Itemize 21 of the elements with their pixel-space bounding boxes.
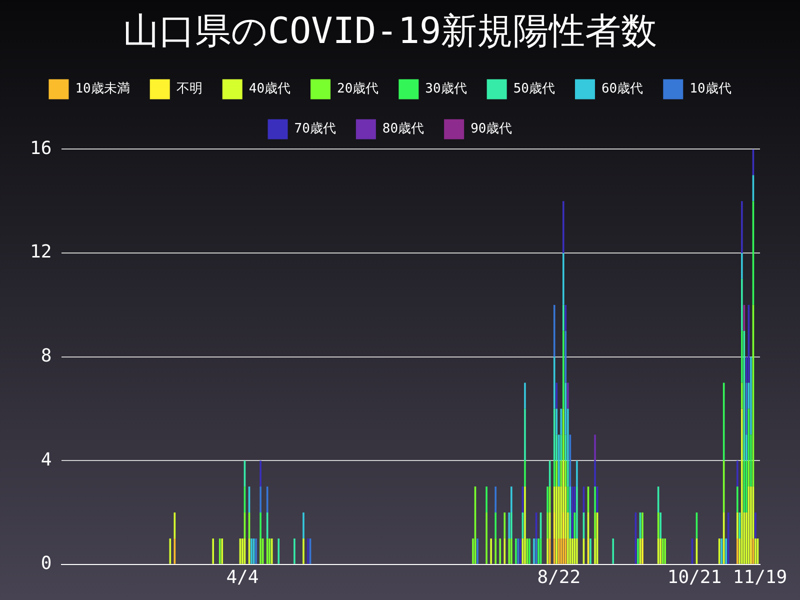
legend-label: 80歳代 xyxy=(382,122,424,137)
legend-label: 30歳代 xyxy=(425,82,467,97)
y-tick-label: 0 xyxy=(40,553,52,574)
chart-title: 山口県のCOVID-19新規陽性者数 xyxy=(122,10,658,52)
legend-label: 60歳代 xyxy=(601,82,644,97)
x-tick-label: 11/19 xyxy=(732,566,788,588)
x-tick-label: 4/4 xyxy=(226,566,259,588)
legend-label: 10歳未満 xyxy=(75,82,130,97)
legend-label: 40歳代 xyxy=(248,82,291,97)
x-tick-label: 8/22 xyxy=(537,566,581,588)
y-tick-label: 8 xyxy=(40,345,52,366)
y-tick-label: 16 xyxy=(30,138,52,159)
legend-label: 20歳代 xyxy=(337,82,379,97)
legend-label: 90歳代 xyxy=(470,122,512,137)
y-tick-label: 12 xyxy=(30,242,52,263)
legend-label: 不明 xyxy=(176,82,202,97)
legend-label: 10歳代 xyxy=(690,82,732,97)
y-tick-label: 4 xyxy=(40,449,52,470)
legend-label: 50歳代 xyxy=(513,82,555,97)
legend-label: 70歳代 xyxy=(294,122,336,137)
x-tick-label: 10/21 xyxy=(667,566,722,588)
